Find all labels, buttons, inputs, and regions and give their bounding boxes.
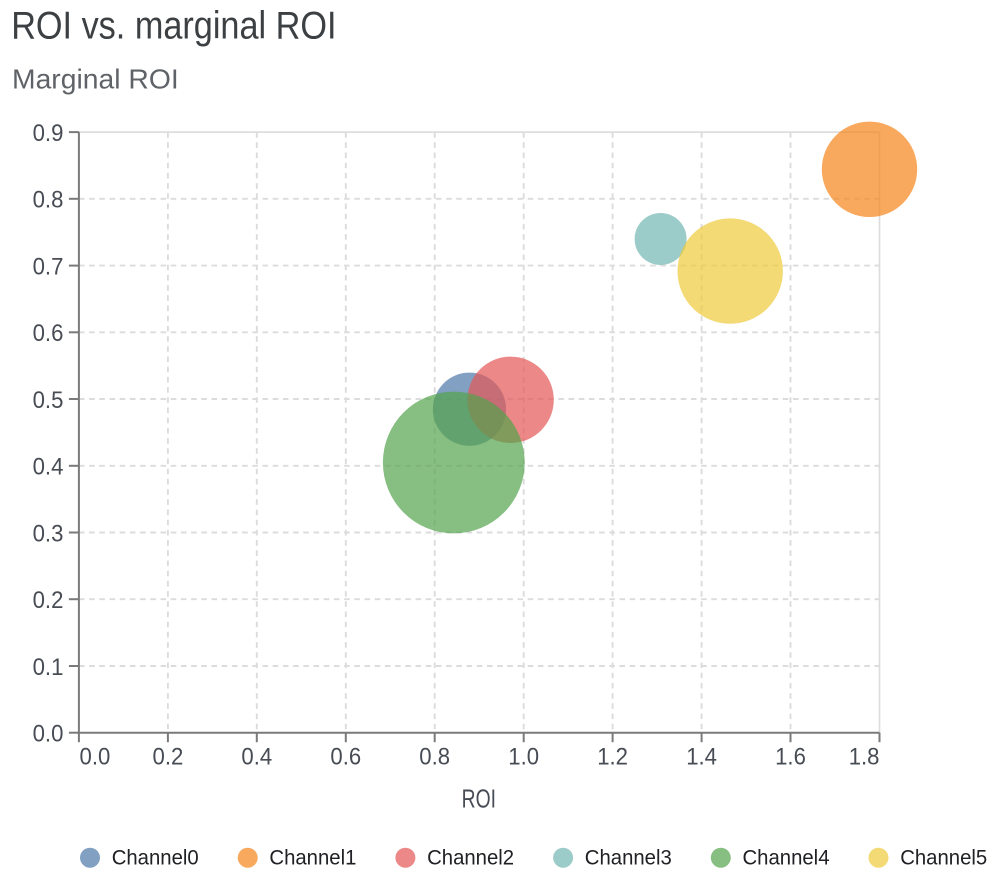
svg-text:0.2: 0.2 — [153, 744, 184, 771]
svg-text:0.0: 0.0 — [80, 744, 111, 771]
svg-text:Channel4: Channel4 — [743, 847, 830, 870]
svg-text:ROI vs. marginal ROI: ROI vs. marginal ROI — [11, 4, 336, 47]
svg-text:0.6: 0.6 — [33, 320, 64, 347]
svg-text:ROI: ROI — [462, 784, 496, 814]
svg-text:1.0: 1.0 — [508, 744, 539, 771]
svg-text:0.8: 0.8 — [419, 744, 450, 771]
svg-text:0.8: 0.8 — [33, 187, 64, 214]
svg-text:Channel0: Channel0 — [112, 847, 199, 870]
svg-text:0.5: 0.5 — [33, 387, 64, 414]
svg-text:Channel1: Channel1 — [269, 847, 356, 870]
svg-text:0.7: 0.7 — [33, 253, 64, 280]
svg-text:1.4: 1.4 — [686, 744, 717, 771]
svg-text:0.9: 0.9 — [33, 120, 64, 147]
svg-text:0.3: 0.3 — [33, 520, 64, 547]
svg-text:1.2: 1.2 — [597, 744, 628, 771]
svg-text:Marginal ROI: Marginal ROI — [12, 63, 179, 94]
svg-text:0.1: 0.1 — [33, 654, 64, 681]
svg-text:1.6: 1.6 — [775, 744, 806, 771]
svg-text:0.6: 0.6 — [330, 744, 361, 771]
svg-text:Channel3: Channel3 — [585, 847, 672, 870]
svg-text:0.4: 0.4 — [33, 454, 64, 481]
svg-text:1.8: 1.8 — [849, 744, 880, 771]
svg-text:0.0: 0.0 — [33, 721, 64, 748]
svg-text:Channel5: Channel5 — [900, 847, 987, 870]
svg-text:Channel2: Channel2 — [427, 847, 514, 870]
svg-text:0.2: 0.2 — [33, 587, 64, 614]
svg-text:0.4: 0.4 — [241, 744, 272, 771]
